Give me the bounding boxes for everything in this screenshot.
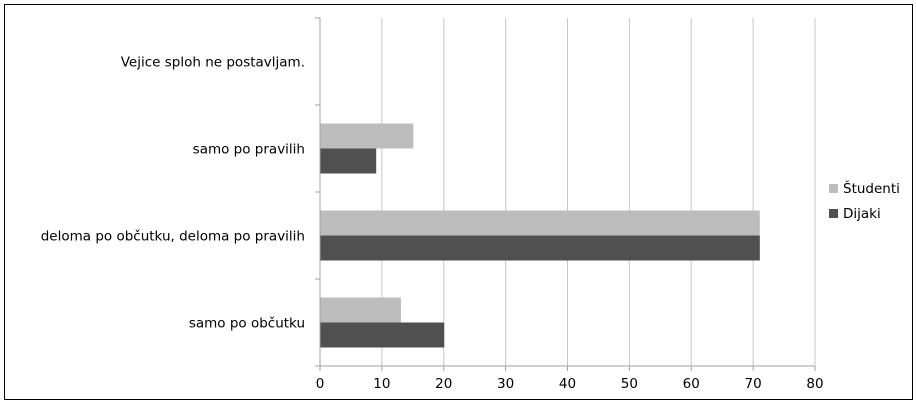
- x-tick-label: 10: [373, 376, 390, 392]
- category-label: Vejice sploh ne postavljam.: [121, 55, 305, 71]
- x-tick-label: 0: [316, 376, 325, 392]
- x-tick-label: 60: [683, 376, 700, 392]
- category-label: deloma po občutku, deloma po pravilih: [41, 229, 305, 245]
- x-tick-label: 40: [559, 376, 576, 392]
- x-tick-label: 20: [435, 376, 452, 392]
- category-label: samo po pravilih: [193, 142, 305, 158]
- chart-frame: [4, 4, 913, 400]
- x-tick-label: 80: [806, 376, 823, 392]
- legend-label: Študenti: [843, 179, 900, 197]
- category-label: samo po občutku: [189, 316, 305, 332]
- x-tick-label: 70: [745, 376, 762, 392]
- bar-dijaki: [320, 322, 445, 348]
- bar-študenti: [320, 210, 760, 236]
- x-tick-label: 50: [621, 376, 638, 392]
- x-tick-label: 30: [497, 376, 514, 392]
- bar-dijaki: [320, 148, 377, 174]
- bar-študenti: [320, 123, 414, 149]
- legend-swatch: [829, 209, 838, 218]
- legend-label: Dijaki: [843, 206, 881, 222]
- legend-swatch: [829, 184, 838, 193]
- bar-dijaki: [320, 235, 760, 261]
- bar-študenti: [320, 297, 401, 323]
